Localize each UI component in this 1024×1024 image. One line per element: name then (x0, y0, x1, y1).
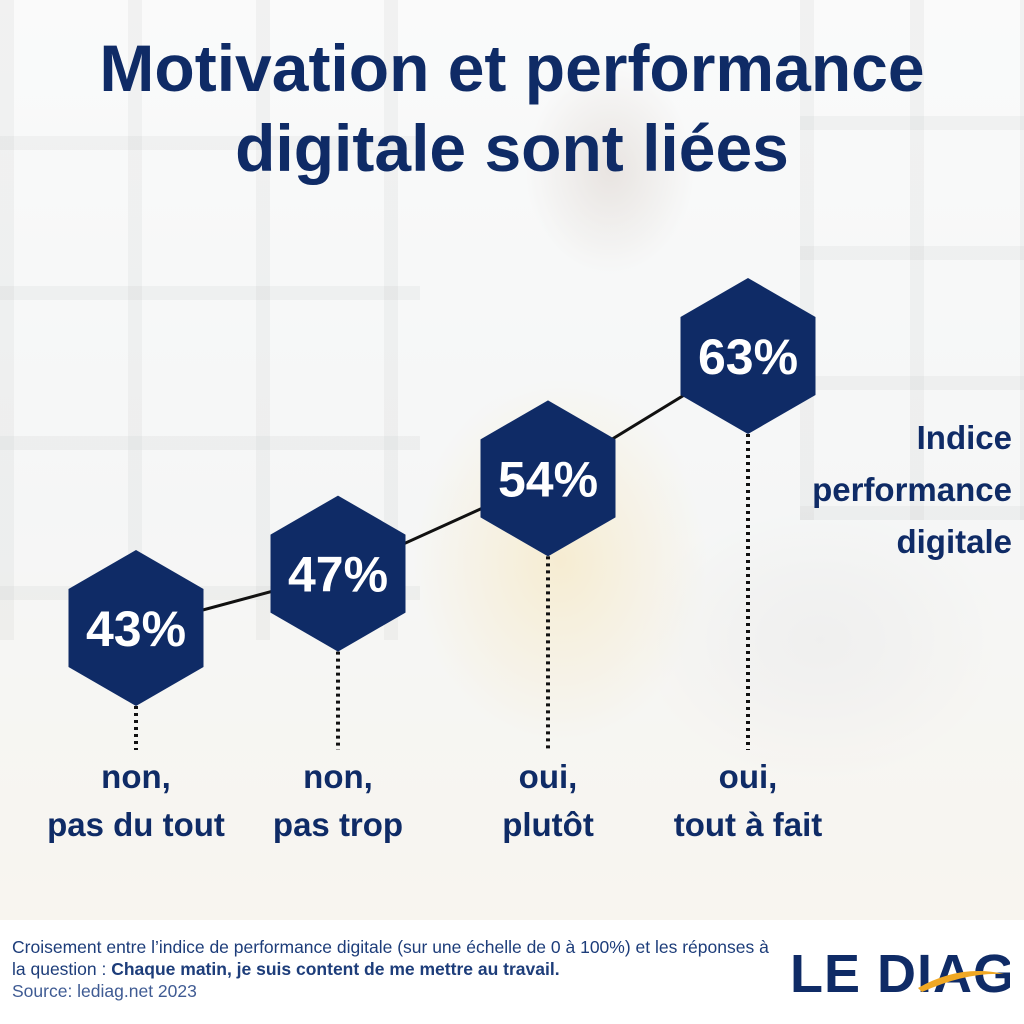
category-label-1-line-2: pas du tout (47, 806, 225, 843)
hexagon-marker-1 (68, 550, 204, 706)
chart: 43% 47% 54% 63% non, pas du tout non, pas trop o… (47, 278, 822, 843)
value-label-4: 63% (698, 329, 798, 385)
page-title: Motivation et performance digitale sont … (99, 31, 925, 185)
series-line (135, 354, 749, 630)
category-label-1-line-1: non, (101, 758, 171, 795)
logo-swoosh (918, 971, 1004, 992)
value-label-1: 43% (86, 601, 186, 657)
hexagon-marker-2 (270, 495, 406, 652)
category-label-3-line-2: plutôt (502, 806, 594, 843)
category-label-4-line-2: tout à fait (674, 806, 822, 843)
value-label-2: 47% (288, 547, 388, 603)
footer: Croisement entre l’indice de performance… (0, 920, 1024, 1024)
category-label-2-line-1: non, (303, 758, 373, 795)
caption-intro: Croisement entre l’indice de performance… (12, 937, 769, 979)
hexagon-marker-4 (680, 278, 816, 434)
le-diag-logo: LE DIAG (790, 944, 1010, 1004)
caption: Croisement entre l’indice de performance… (12, 936, 772, 1002)
category-label-2-line-2: pas trop (273, 806, 403, 843)
source-text: Source: lediag.net 2023 (12, 981, 197, 1001)
category-label-3-line-1: oui, (519, 758, 578, 795)
value-label-3: 54% (498, 451, 598, 507)
category-label-4-line-1: oui, (719, 758, 778, 795)
caption-question: Chaque matin, je suis content de me mett… (111, 959, 560, 979)
series-label: Indice performance digitale (812, 419, 1012, 560)
hexagon-marker-3 (480, 400, 616, 557)
